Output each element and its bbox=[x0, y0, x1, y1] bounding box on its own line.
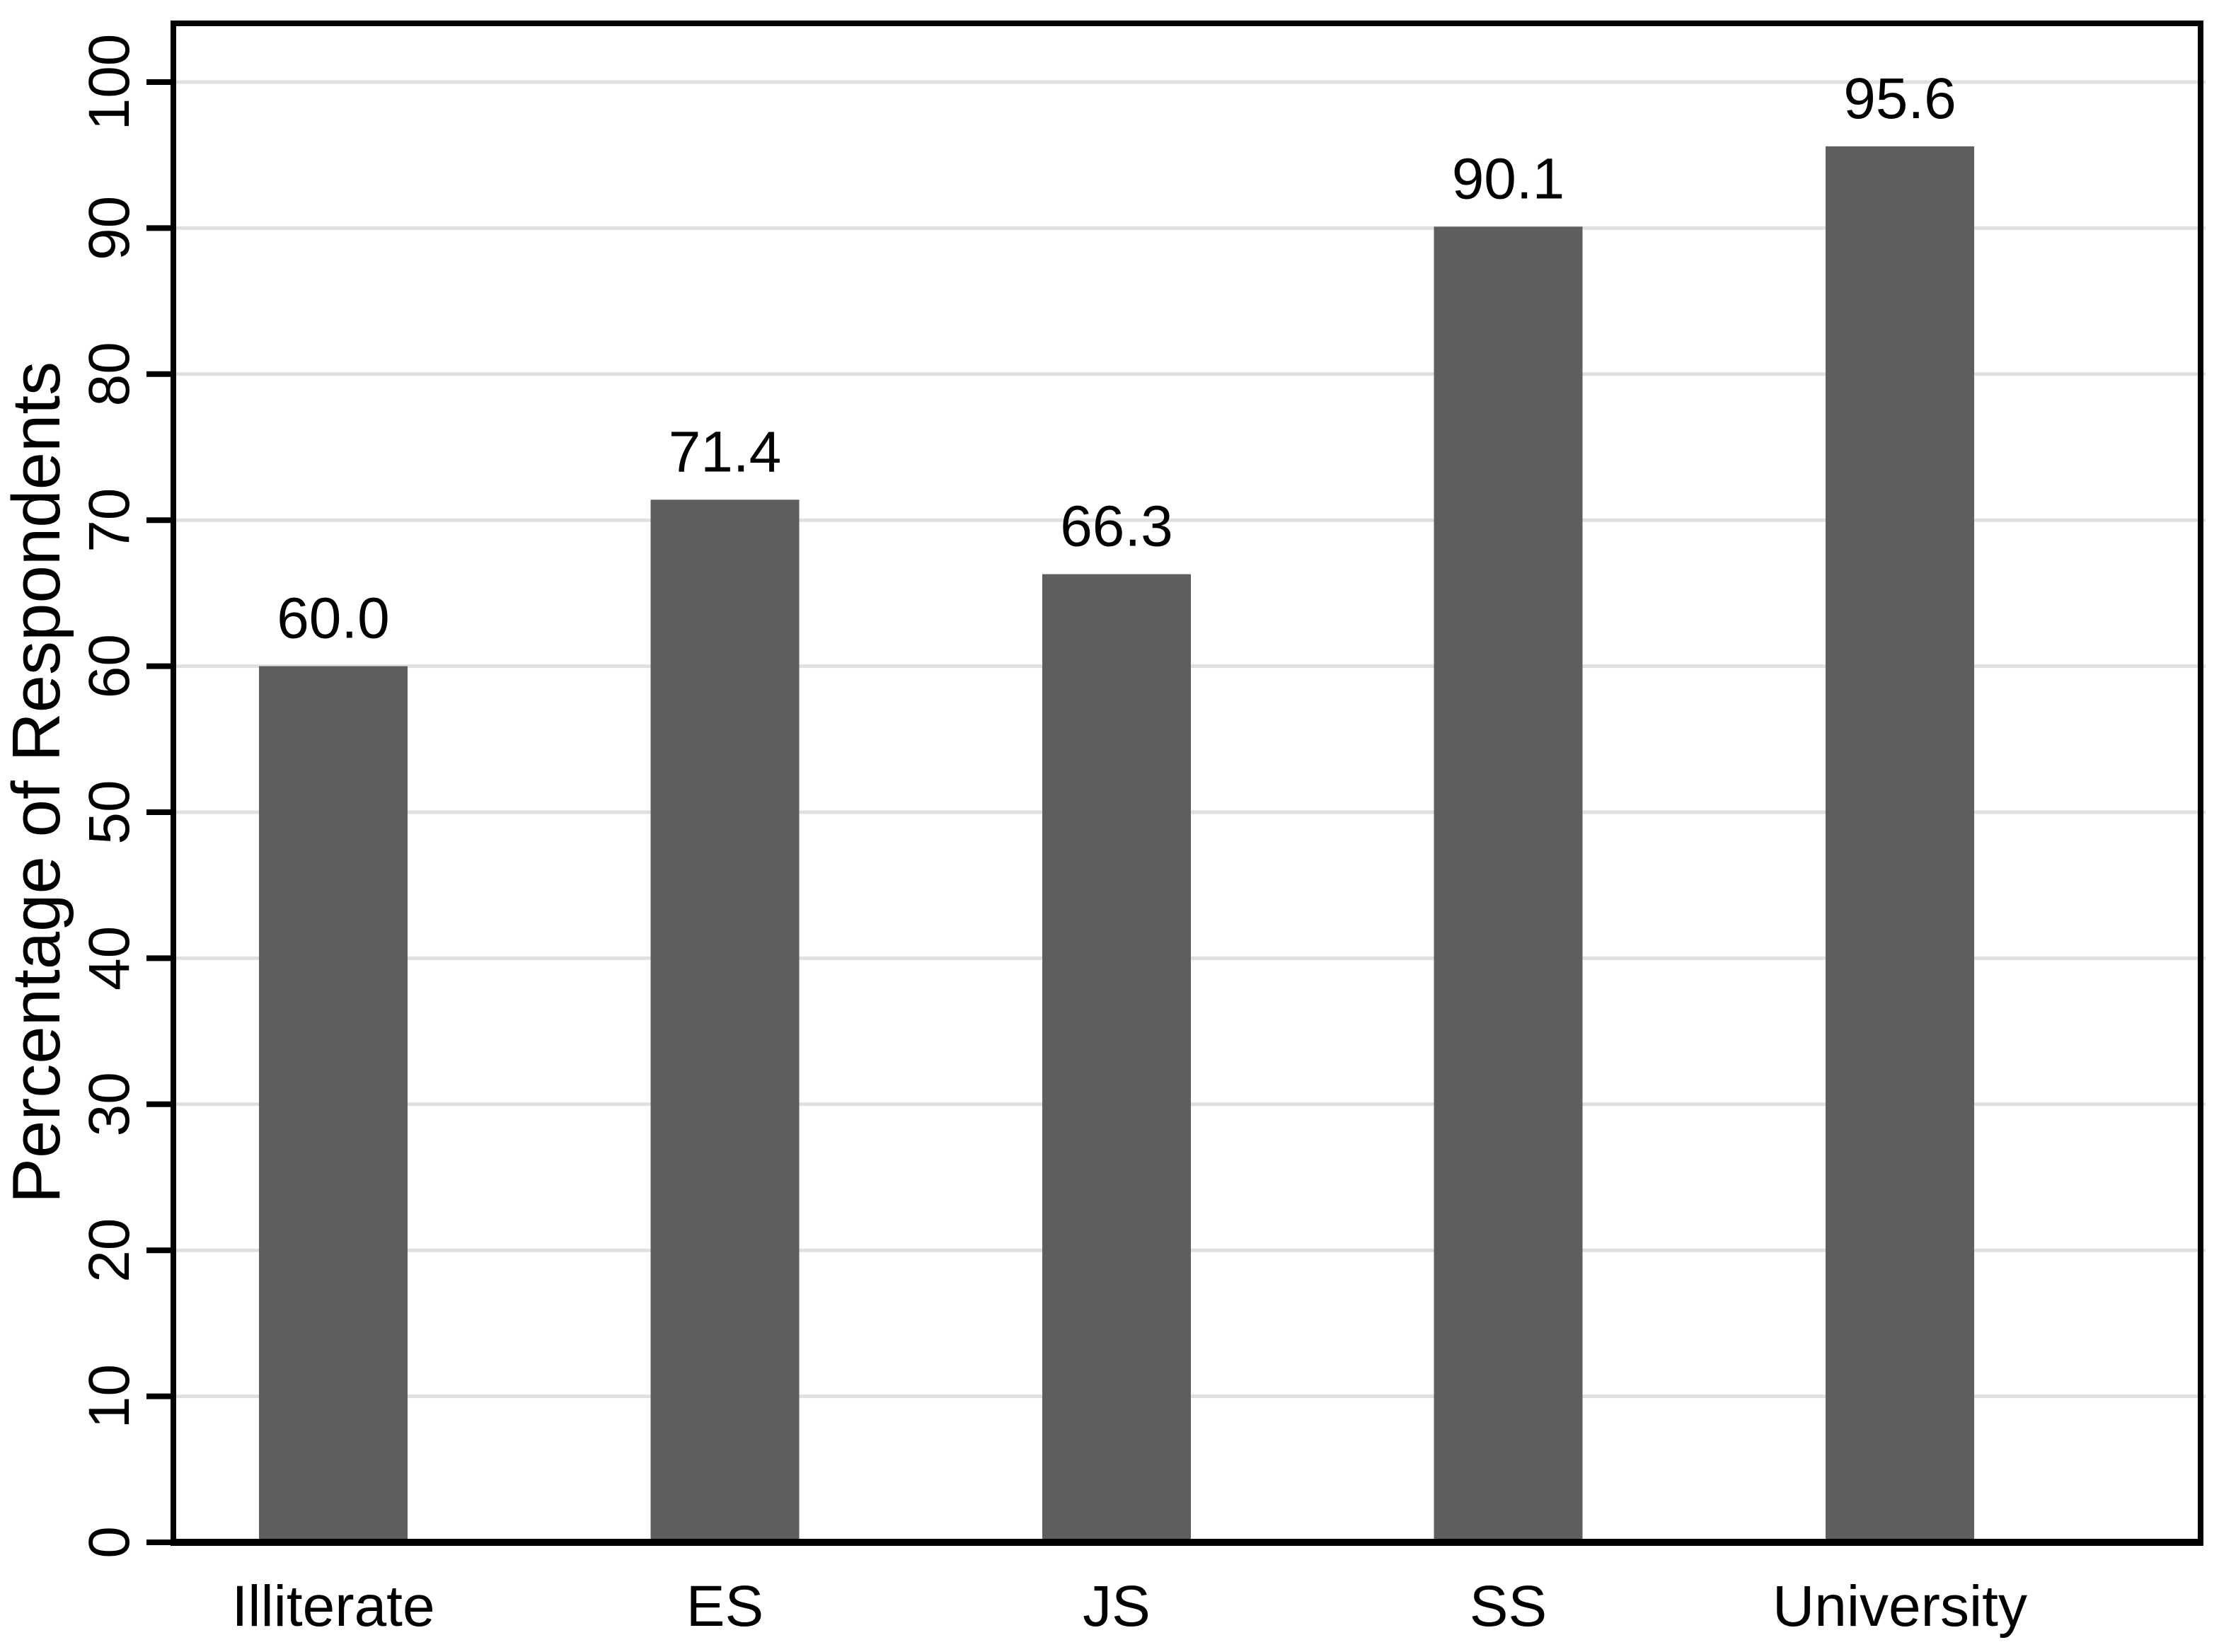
y-tick-label: 30 bbox=[77, 1072, 142, 1136]
y-tick-label: 60 bbox=[77, 634, 142, 698]
bar-value-label: 60.0 bbox=[277, 587, 390, 651]
bars-layer bbox=[259, 146, 1974, 1543]
x-category-label: JS bbox=[1083, 1574, 1151, 1639]
bar bbox=[650, 499, 800, 1543]
bar bbox=[259, 666, 408, 1542]
x-category-label: ES bbox=[686, 1574, 763, 1639]
y-axis-title: Percentage of Respondents bbox=[0, 362, 74, 1203]
x-category-label: SS bbox=[1470, 1574, 1547, 1639]
bar bbox=[1042, 574, 1191, 1542]
y-tick-label: 40 bbox=[77, 926, 142, 990]
bar-value-label: 90.1 bbox=[1452, 146, 1565, 211]
y-tick-label: 20 bbox=[77, 1218, 142, 1283]
y-tick-label: 50 bbox=[77, 780, 142, 844]
bar-value-label: 66.3 bbox=[1060, 495, 1173, 559]
panel-frame-layer bbox=[171, 21, 2203, 1546]
x-category-label: Illiterate bbox=[231, 1574, 434, 1639]
y-ticks-layer bbox=[146, 79, 173, 1545]
y-tick-label: 100 bbox=[77, 34, 142, 131]
bar bbox=[1826, 146, 1974, 1542]
y-tick-label: 70 bbox=[77, 488, 142, 553]
bar bbox=[1434, 226, 1583, 1543]
bar-value-label: 71.4 bbox=[669, 420, 782, 484]
y-tick-label: 80 bbox=[77, 342, 142, 406]
labels-layer: 0 10 20 30 40 50 60 70 80 90 100 60.0 Illiterate 71.4… bbox=[77, 34, 2027, 1639]
x-category-label: University bbox=[1773, 1574, 2027, 1639]
bar-value-label: 95.6 bbox=[1843, 67, 1956, 131]
y-tick-label: 90 bbox=[77, 196, 142, 260]
y-tick-label: 0 bbox=[77, 1526, 142, 1559]
y-tick-label: 10 bbox=[77, 1364, 142, 1428]
